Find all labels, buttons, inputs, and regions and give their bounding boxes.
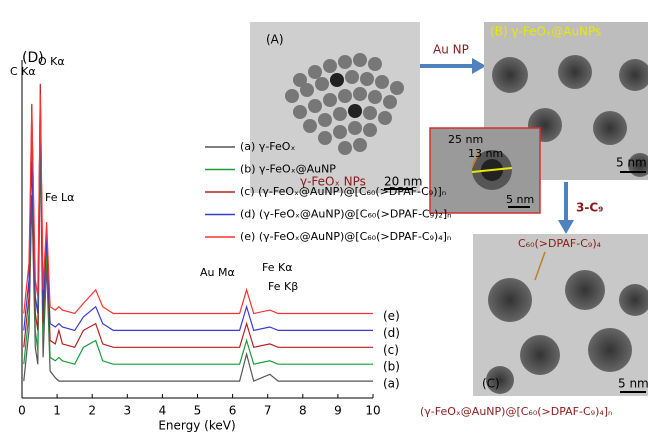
peak-label: O Kα — [38, 55, 65, 68]
trace-label: (d) — [383, 326, 400, 340]
legend-label: (a) γ-FeOₓ — [240, 140, 295, 153]
trace-label: (e) — [383, 309, 400, 323]
leader — [471, 149, 481, 169]
arrow-label: 3-C₉ — [576, 201, 603, 215]
legend-label: (d) (γ-FeOₓ@AuNP)@[C₆₀(>DPAF-C₉)₂]ₙ — [240, 208, 452, 221]
x-tick-label: 10 — [365, 404, 380, 418]
legend-label: (c) (γ-FeOₓ@AuNP)@[C₆₀(>DPAF-C₉)]ₙ — [240, 185, 446, 198]
scale-bar-label: 5 nm — [618, 377, 648, 391]
peak-label: Fe Kα — [262, 261, 292, 274]
peak-label: Fe Lα — [45, 191, 74, 204]
panel-label: (A) — [266, 33, 284, 47]
x-tick-label: 4 — [159, 404, 167, 418]
dimension-label: 13 nm — [468, 147, 503, 160]
x-tick-label: 3 — [123, 404, 131, 418]
trace-label: (a) — [383, 377, 400, 391]
nanoparticles — [486, 270, 648, 394]
dimension-line — [471, 167, 513, 173]
leader — [534, 251, 546, 281]
nanoparticles — [285, 53, 404, 155]
x-tick-label: 9 — [334, 404, 342, 418]
x-tick-label: 0 — [18, 404, 26, 418]
legend-label: (e) (γ-FeOₓ@AuNP)@[C₆₀(>DPAF-C₉)₄]ₙ — [240, 230, 451, 243]
panel-label: (B) γ-FeOₓ@AuNPs — [490, 25, 601, 39]
scale-bar-label: 20 nm — [384, 175, 422, 189]
peak-label: C Kα — [10, 65, 36, 78]
x-tick-label: 8 — [299, 404, 307, 418]
arrow-head — [558, 220, 574, 234]
panel-caption: γ-FeOₓ NPs — [300, 175, 366, 189]
x-tick-label: 1 — [53, 404, 61, 418]
panel-label: (C) — [482, 377, 500, 391]
x-tick-label: 5 — [194, 404, 202, 418]
scale-bar-label: 5 nm — [616, 156, 647, 170]
peak-label: Fe Kβ — [268, 280, 298, 293]
x-tick-label: 7 — [264, 404, 272, 418]
scale-bar-label: 5 nm — [506, 193, 534, 206]
x-tick-label: 2 — [88, 404, 96, 418]
panel-caption: C₆₀(>DPAF-C₉)₄ — [518, 237, 602, 250]
dimension-label: 25 nm — [448, 133, 483, 146]
trace-label: (c) — [383, 343, 399, 357]
panel-label: (D) — [22, 50, 44, 66]
spectrum — [23, 93, 373, 315]
x-axis-label: Energy (keV) — [158, 419, 235, 433]
arrow-head — [472, 58, 486, 74]
arrow-label: Au NP — [433, 43, 469, 57]
peak-label: Au Mα — [200, 266, 235, 279]
product-label: (γ-FeOₓ@AuNP)@[C₆₀(>DPAF-C₉)₄]ₙ — [420, 405, 612, 418]
x-tick-label: 6 — [229, 404, 237, 418]
trace-label: (b) — [383, 360, 400, 374]
legend-label: (b) γ-FeOₓ@AuNP — [240, 163, 336, 176]
